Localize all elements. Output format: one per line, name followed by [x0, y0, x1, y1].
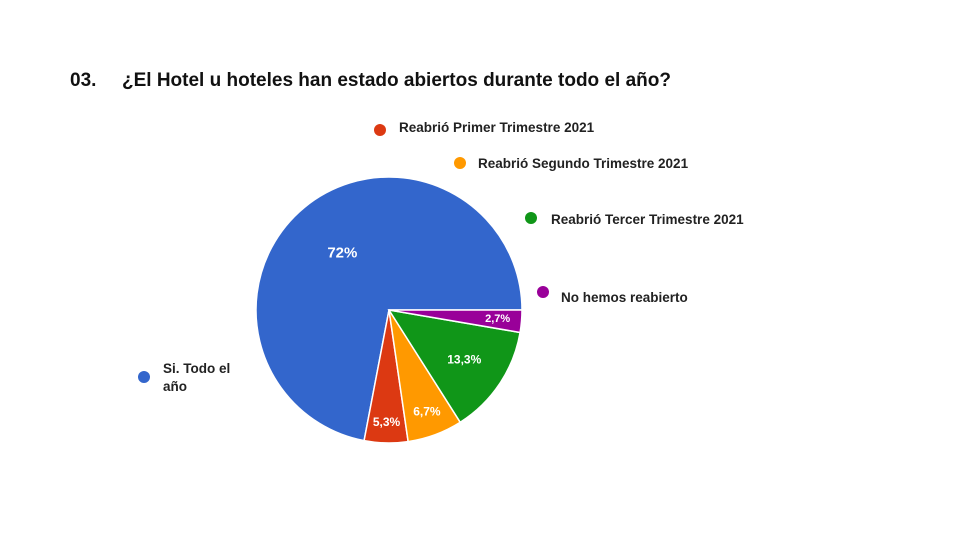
legend-label: Reabrió Primer Trimestre 2021: [399, 120, 595, 135]
legend-label: Reabrió Tercer Trimestre 2021: [551, 212, 744, 227]
legend-label: Reabrió Segundo Trimestre 2021: [478, 156, 689, 171]
pie-percent-label: 6,7%: [413, 404, 441, 418]
legend-label: Si. Todo el año: [163, 361, 230, 394]
pie-percent-label: 13,3%: [447, 352, 481, 366]
legend-label: No hemos reabierto: [561, 290, 688, 305]
legend-marker: [374, 124, 386, 136]
page-title: 03. ¿El Hotel u hoteles han estado abiert…: [70, 70, 671, 92]
pie-percent-label: 2,7%: [485, 313, 510, 325]
question-number: 03.: [70, 70, 97, 91]
pie-percent-label: 5,3%: [373, 415, 401, 429]
question-text: ¿El Hotel u hoteles han estado abiertos …: [122, 70, 671, 91]
legend-marker: [138, 371, 150, 383]
legend-marker: [537, 286, 549, 298]
pie-percent-label: 72%: [327, 245, 357, 262]
pie-slice-si-todo-el-ano: [255, 176, 523, 442]
pie-slice-reabrio-tercer-trimestre-2021: [387, 308, 521, 424]
legend-marker: [525, 212, 537, 224]
legend-marker: [454, 157, 466, 169]
pie-slice-no-hemos-reabierto: [388, 309, 523, 334]
